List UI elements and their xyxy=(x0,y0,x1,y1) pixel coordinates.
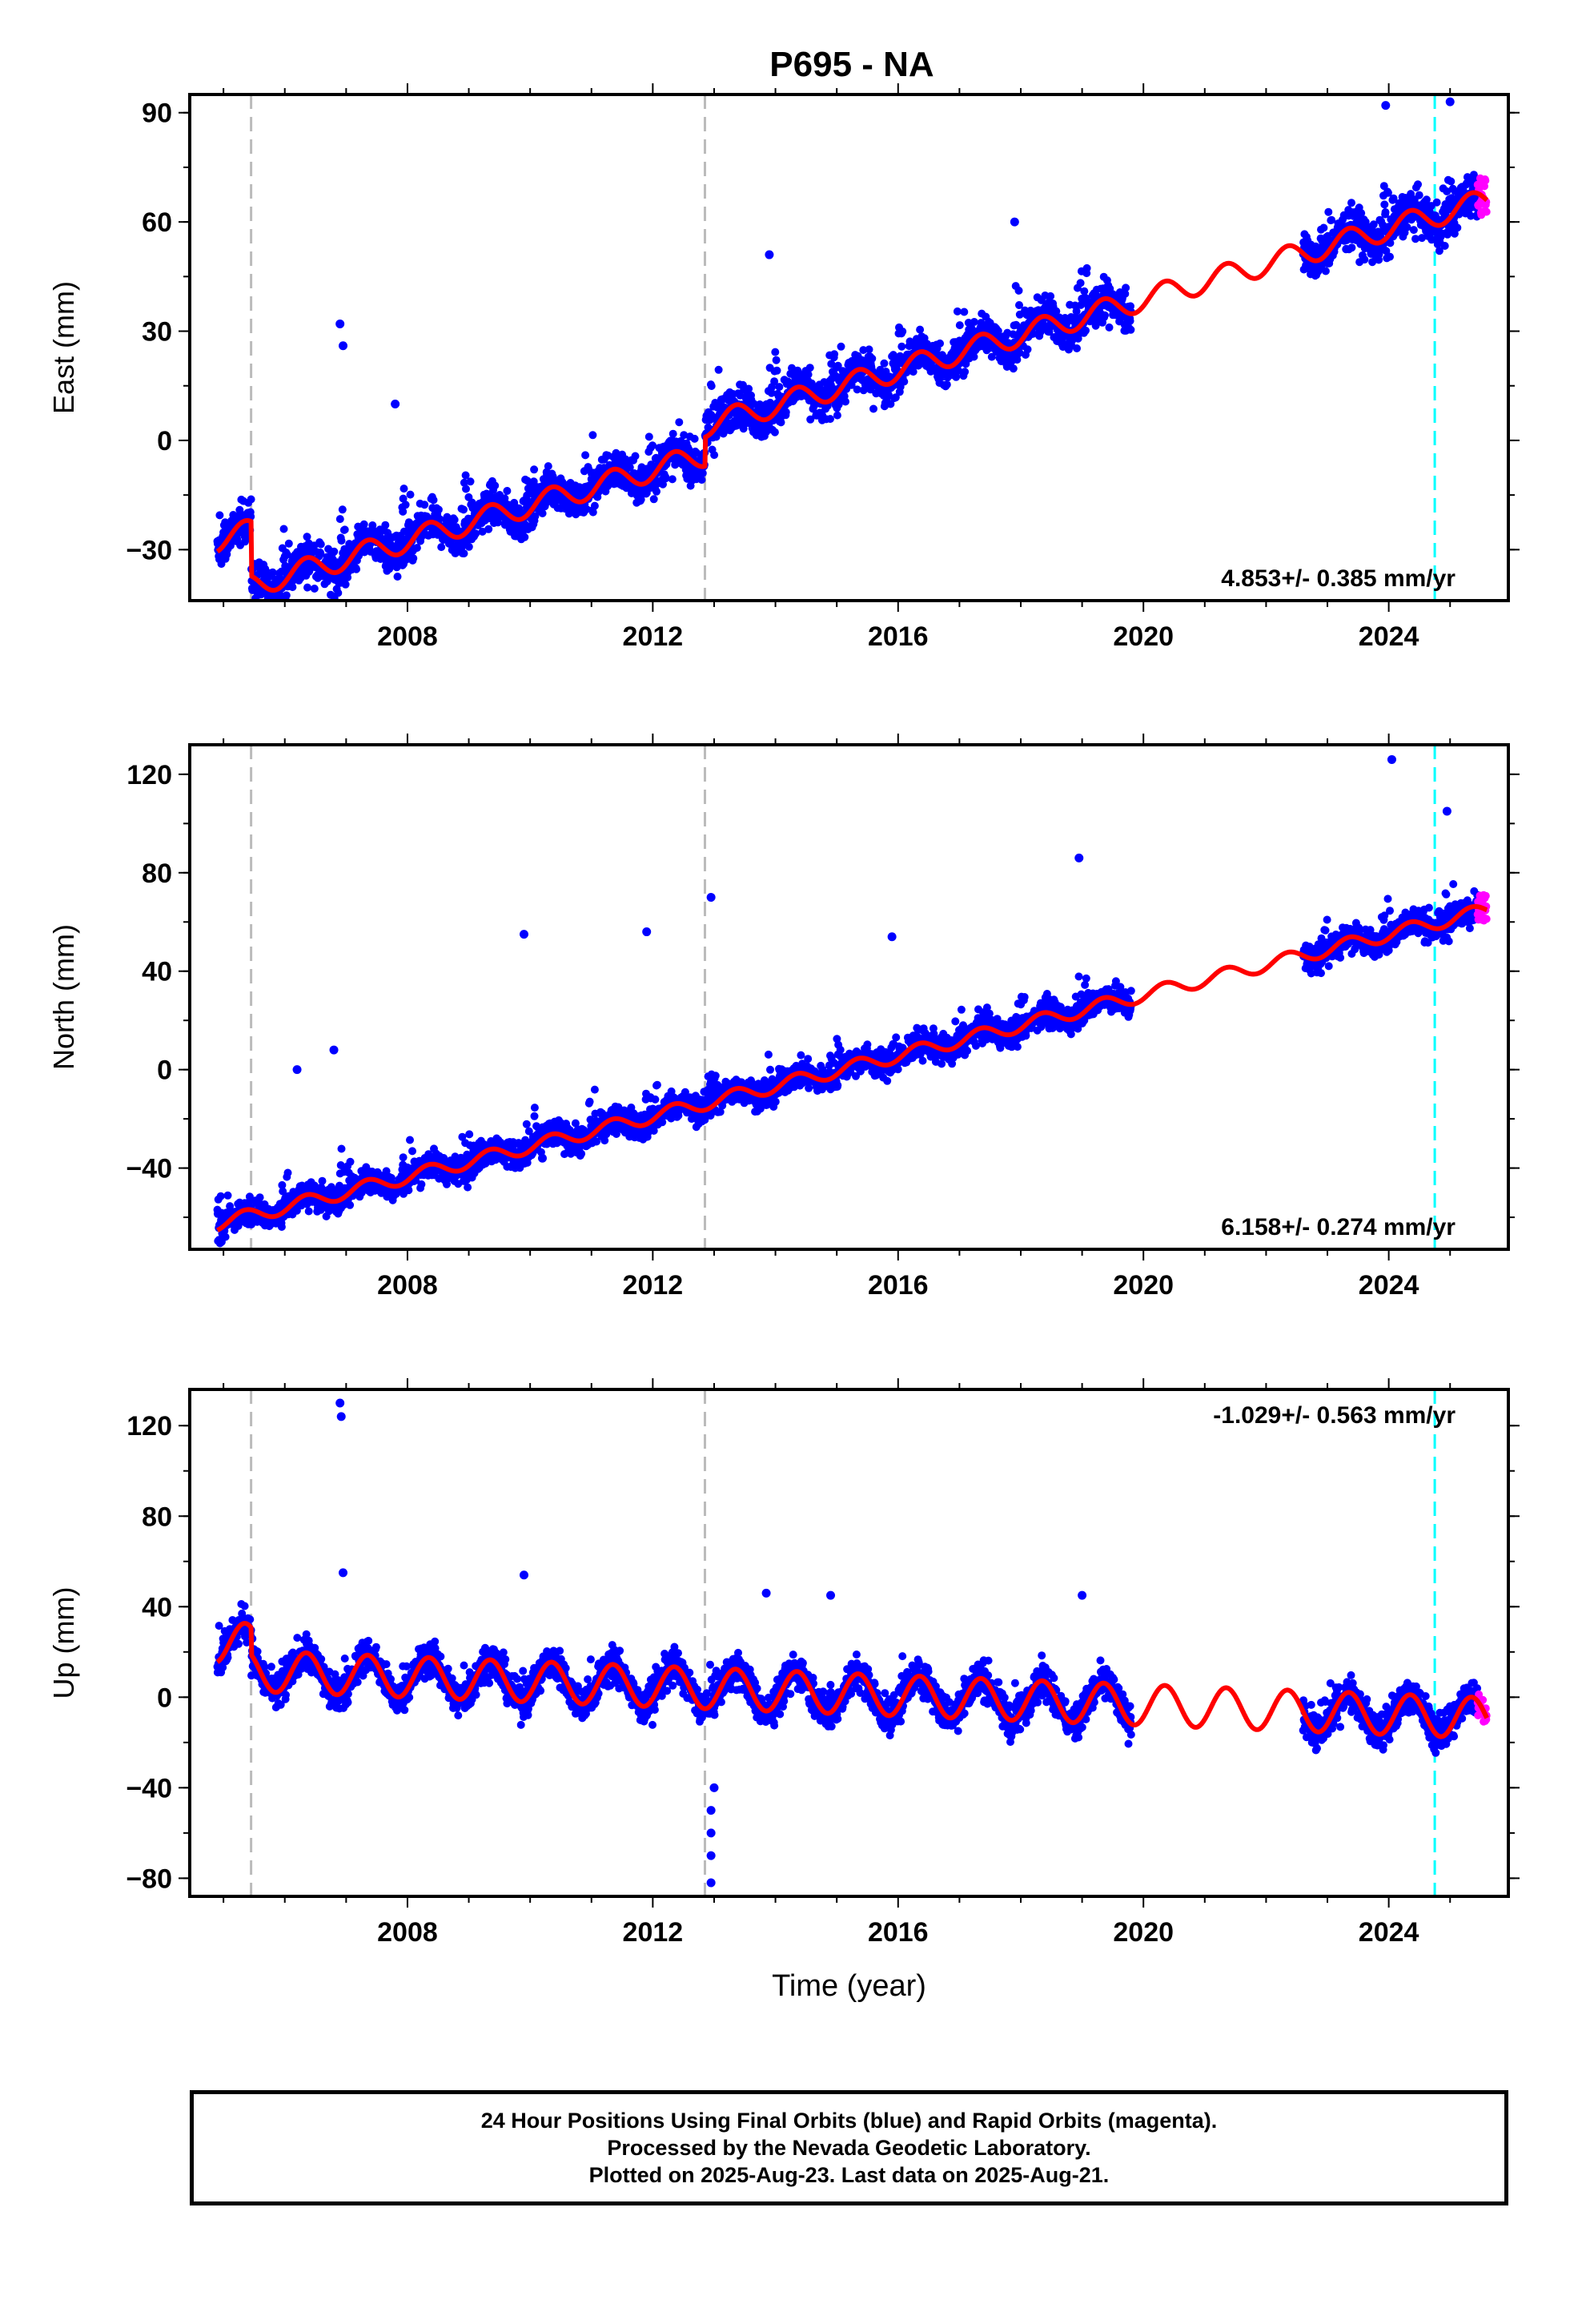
outlier-point xyxy=(339,341,348,351)
x-tick-label: 2024 xyxy=(1359,1270,1419,1301)
rate-annotation: 4.853+/- 0.385 mm/yr xyxy=(1221,565,1456,592)
model-fit-line xyxy=(215,1621,1489,1739)
y-axis-label: Up (mm) xyxy=(47,1587,80,1699)
panel-frame xyxy=(188,93,1510,602)
outlier-point xyxy=(765,250,774,259)
panel-frame xyxy=(188,1388,1510,1898)
outlier-point xyxy=(339,1568,348,1578)
panel-north: 2008 2012 2016 2020 2024 −40 0 40 80 120 North (mm… xyxy=(47,734,1520,1301)
outlier-point xyxy=(1078,1590,1087,1600)
outlier-point xyxy=(391,399,400,408)
panel-east: 2008 2012 2016 2020 2024 −30 0 30 60 90 East (mm) 4… xyxy=(47,83,1520,652)
outlier-point xyxy=(519,1570,528,1580)
x-tick-label: 2008 xyxy=(377,1270,438,1301)
y-tick-label: 60 xyxy=(142,207,172,238)
y-tick-label: 120 xyxy=(126,1411,172,1441)
plot-area-north xyxy=(213,745,1491,1249)
y-tick-label: −80 xyxy=(126,1864,172,1894)
x-tick-label: 2020 xyxy=(1113,621,1174,652)
outlier-point xyxy=(709,1783,719,1792)
y-tick-label: −30 xyxy=(126,535,172,565)
outlier-point xyxy=(1074,853,1084,862)
outlier-point xyxy=(519,930,528,939)
y-tick-label: 30 xyxy=(142,317,172,348)
model-fit-line xyxy=(215,903,1489,1232)
x-tick-label: 2016 xyxy=(868,1270,929,1301)
outlier-point xyxy=(761,1588,771,1598)
footer-line-1: 24 Hour Positions Using Final Orbits (bl… xyxy=(480,2109,1218,2133)
outlier-point xyxy=(335,1398,345,1408)
panel-frame xyxy=(188,743,1510,1251)
final-orbit-points xyxy=(213,171,1482,601)
x-axis-label: Time (year) xyxy=(772,1969,926,2003)
y-tick-label: 0 xyxy=(157,1683,172,1713)
y-tick-label: 40 xyxy=(142,1592,172,1622)
x-tick-label: 2008 xyxy=(377,621,438,652)
y-tick-label: −40 xyxy=(126,1773,172,1803)
outlier-point xyxy=(706,1828,716,1838)
x-tick-label: 2016 xyxy=(868,1917,929,1948)
outlier-point xyxy=(1387,754,1396,764)
y-tick-label: 120 xyxy=(126,760,172,790)
x-tick-label: 2012 xyxy=(623,621,684,652)
y-tick-label: 80 xyxy=(142,1502,172,1532)
x-tick-label: 2020 xyxy=(1113,1917,1174,1948)
footer-line-3: Plotted on 2025-Aug-23. Last data on 202… xyxy=(588,2163,1110,2187)
outlier-point xyxy=(706,893,716,903)
x-tick-label: 2012 xyxy=(623,1270,684,1301)
outlier-point xyxy=(537,1153,547,1163)
x-tick-label: 2016 xyxy=(868,621,929,652)
outlier-point xyxy=(1010,217,1019,227)
outlier-point xyxy=(826,1590,836,1600)
outlier-point xyxy=(1445,97,1455,107)
rate-annotation: 6.158+/- 0.274 mm/yr xyxy=(1221,1214,1456,1240)
y-tick-label: 90 xyxy=(142,99,172,129)
y-tick-label: 80 xyxy=(142,858,172,889)
plot-area-up xyxy=(213,1389,1491,1896)
outlier-point xyxy=(335,319,345,328)
y-axis-label: North (mm) xyxy=(47,924,80,1070)
outlier-point xyxy=(1442,806,1452,816)
y-tick-label: 0 xyxy=(157,1055,172,1086)
footer-line-2: Processed by the Nevada Geodetic Laborat… xyxy=(607,2136,1091,2160)
y-tick-label: −40 xyxy=(126,1154,172,1184)
x-tick-label: 2024 xyxy=(1359,621,1419,652)
panel-up: 2008 2012 2016 2020 2024 −80 −40 0 40 80 120 Up (mm… xyxy=(47,1378,1520,2003)
outlier-point xyxy=(329,1045,339,1055)
plot-area-east xyxy=(213,94,1491,601)
final-orbit-points xyxy=(213,1600,1482,1757)
outlier-point xyxy=(642,927,652,937)
outlier-point xyxy=(292,1065,302,1075)
x-tick-label: 2012 xyxy=(623,1917,684,1948)
outlier-point xyxy=(706,1806,716,1815)
outlier-point xyxy=(336,1412,346,1421)
y-tick-label: 40 xyxy=(142,957,172,987)
outlier-point xyxy=(887,932,897,942)
outlier-point xyxy=(706,1878,716,1888)
outlier-point xyxy=(1381,101,1391,111)
y-tick-label: 0 xyxy=(157,426,172,456)
rate-annotation: -1.029+/- 0.563 mm/yr xyxy=(1213,1402,1456,1429)
chart-title: P695 - NA xyxy=(769,45,934,84)
y-axis-label: East (mm) xyxy=(47,281,80,414)
model-fit-line xyxy=(215,190,1489,593)
x-tick-label: 2020 xyxy=(1113,1270,1174,1301)
x-tick-label: 2024 xyxy=(1359,1917,1419,1948)
outlier-point xyxy=(706,1851,716,1860)
footer-note: 24 Hour Positions Using Final Orbits (bl… xyxy=(190,2090,1508,2205)
x-tick-label: 2008 xyxy=(377,1917,438,1948)
